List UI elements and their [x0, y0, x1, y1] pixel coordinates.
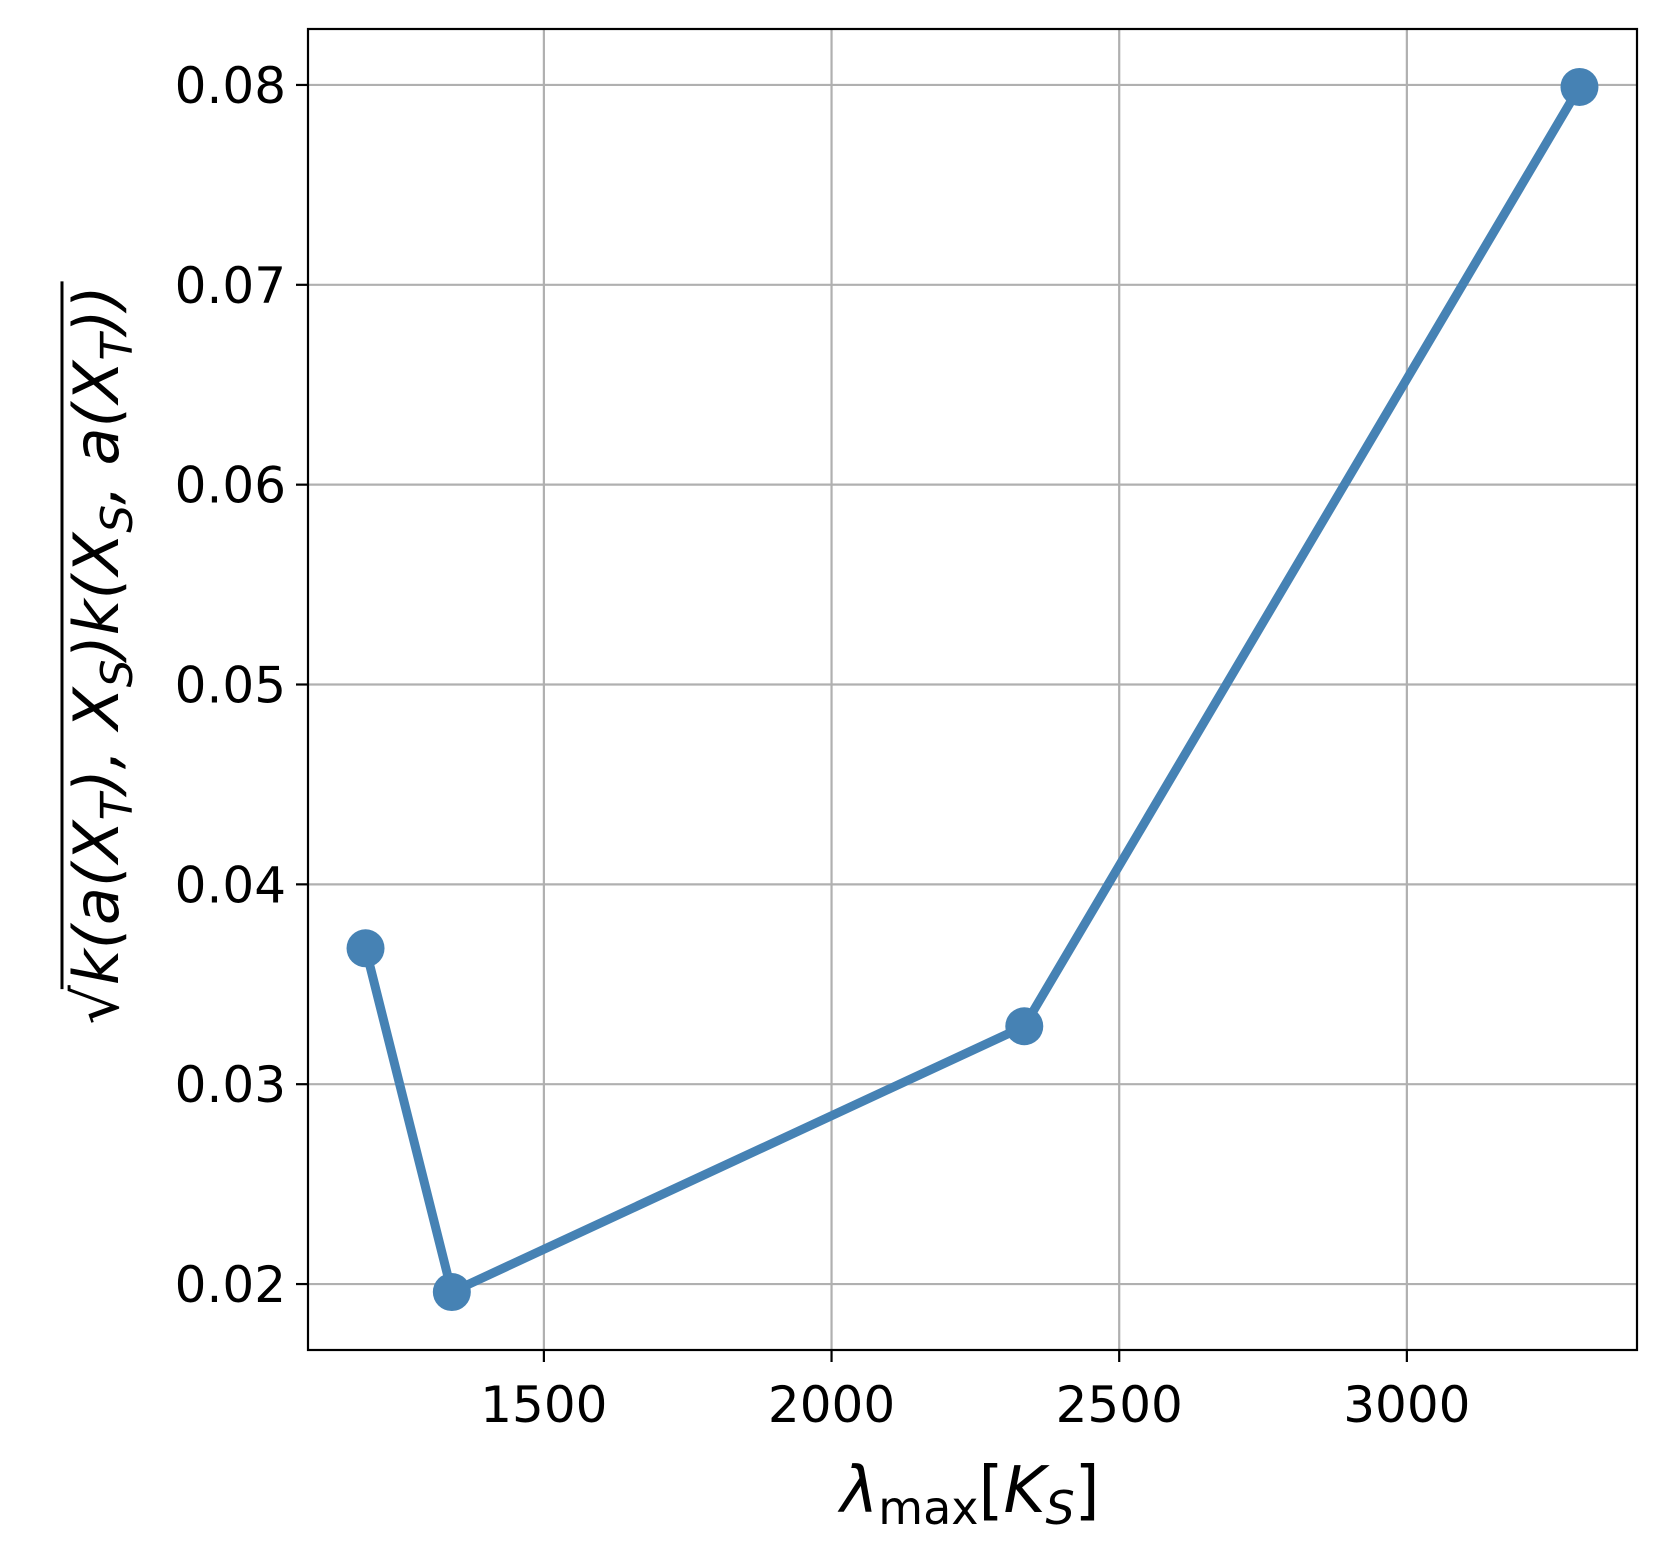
y-tick-label: 0.08 — [175, 57, 286, 115]
data-point — [432, 1273, 471, 1312]
ylabel-text-part: )) — [60, 285, 133, 337]
y-tick-label: 0.04 — [175, 856, 286, 914]
grid-lines — [308, 29, 1637, 1350]
y-tick-label: 0.06 — [175, 457, 286, 515]
x-tick-label: 2500 — [1056, 1376, 1183, 1434]
y-tick-label: 0.07 — [175, 257, 286, 315]
x-tick-label: 1500 — [480, 1376, 607, 1434]
data-point — [1560, 67, 1599, 106]
y-axis-label: √k(a(XT), XS)k(XS, a(XT)) — [60, 281, 143, 1025]
ylabel-subscript: S — [92, 505, 143, 533]
y-tick-label: 0.03 — [175, 1056, 286, 1114]
data-point — [1005, 1007, 1044, 1046]
x-axis-ticks: 1500 2000 2500 3000 — [480, 1350, 1470, 1434]
data-point — [346, 929, 385, 968]
ylabel-text-part: )k(X — [60, 531, 133, 663]
y-axis-ticks: 0.02 0.03 0.04 0.05 0.06 0.07 0.08 — [175, 57, 308, 1314]
plot-frame — [306, 27, 1639, 1352]
x-tick-label: 2000 — [768, 1376, 895, 1434]
ylabel-text-part: ), X — [60, 686, 133, 798]
x-axis-label: λmax[KS] — [837, 1454, 1099, 1535]
ylabel-subscript: T — [92, 790, 143, 820]
x-tick-label: 3000 — [1343, 1376, 1470, 1434]
y-tick-label: 0.02 — [175, 1256, 286, 1314]
series-line — [361, 82, 1584, 1297]
ylabel-subscript: T — [92, 331, 143, 361]
ylabel-subscript: S — [92, 659, 143, 687]
series-line-path — [361, 82, 1584, 1297]
svg-text:√k(a(XT), XS)k(XS, a(XT)): √k(a(XT), XS)k(XS, a(XT)) — [60, 285, 143, 1024]
y-tick-label: 0.05 — [175, 657, 286, 715]
ylabel-text-part: k(a(X — [60, 819, 133, 985]
ylabel-text-part: , a(X — [60, 359, 133, 505]
radical-sign: √ — [60, 985, 133, 1025]
series-markers — [346, 67, 1599, 1312]
